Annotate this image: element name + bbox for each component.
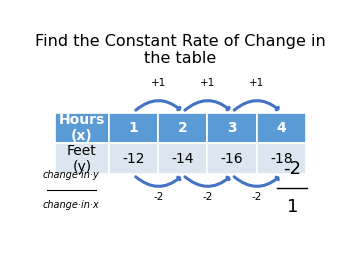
Text: -2: -2 (283, 160, 301, 178)
Text: -16: -16 (221, 152, 243, 166)
Text: +1: +1 (249, 78, 264, 88)
FancyBboxPatch shape (109, 113, 158, 144)
FancyBboxPatch shape (55, 144, 109, 174)
Text: 1: 1 (129, 121, 139, 135)
FancyBboxPatch shape (257, 144, 306, 174)
Text: 2: 2 (178, 121, 188, 135)
FancyBboxPatch shape (158, 144, 207, 174)
FancyBboxPatch shape (207, 113, 257, 144)
Text: +1: +1 (151, 78, 166, 88)
FancyBboxPatch shape (55, 113, 109, 144)
FancyBboxPatch shape (109, 144, 158, 174)
Text: 4: 4 (276, 121, 286, 135)
Text: -2: -2 (202, 192, 213, 202)
Text: change·in·x: change·in·x (43, 200, 100, 210)
FancyBboxPatch shape (158, 113, 207, 144)
Text: Feet
(y): Feet (y) (67, 144, 97, 174)
FancyBboxPatch shape (207, 144, 257, 174)
Text: -18: -18 (270, 152, 293, 166)
FancyBboxPatch shape (257, 113, 306, 144)
Text: change·in·y: change·in·y (43, 170, 100, 180)
Text: -2: -2 (251, 192, 262, 202)
Text: 3: 3 (227, 121, 237, 135)
Text: 1: 1 (287, 198, 298, 216)
Text: Find the Constant Rate of Change in
the table: Find the Constant Rate of Change in the … (35, 34, 326, 66)
Text: Hours
(x): Hours (x) (59, 113, 105, 143)
Text: -14: -14 (172, 152, 194, 166)
Text: +1: +1 (200, 78, 215, 88)
Text: -12: -12 (122, 152, 145, 166)
Text: -2: -2 (153, 192, 163, 202)
